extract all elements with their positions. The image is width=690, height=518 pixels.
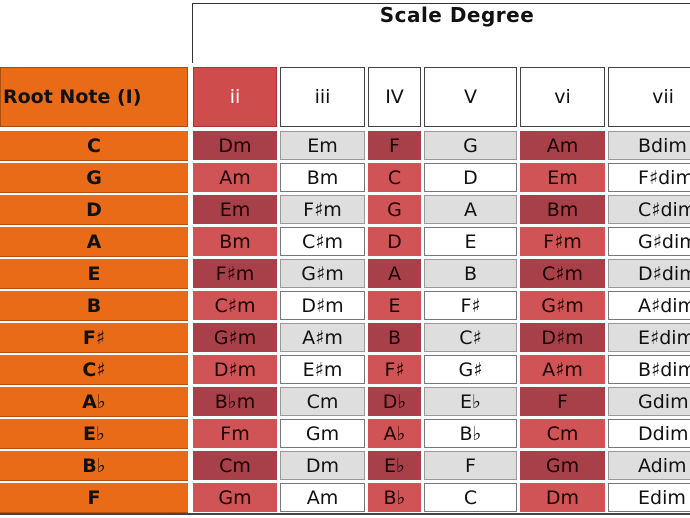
chord-cell: B♭ [424,419,517,448]
degree-header-1: iii [280,67,365,127]
chord-cell: Fm [193,419,277,448]
table-bottom-rule [0,513,690,515]
chord-cell: A [368,259,421,288]
chord-cell: F [520,387,605,416]
chord-cell: Cm [193,451,277,480]
root-note-cell: E [0,259,188,289]
root-note-cell: B♭ [0,451,188,481]
chord-cell: A [424,195,517,224]
chord-cell: D♯dim [608,259,690,288]
chord-cell: Cm [520,419,605,448]
chord-cell: A♯m [520,355,605,384]
chord-cell: Edim [608,483,690,512]
chord-cell: B [424,259,517,288]
chord-cell: A♯m [280,323,365,352]
chord-cell: Ddim [608,419,690,448]
root-note-cell: D [0,195,188,225]
chord-cell: C♯dim [608,195,690,224]
chord-cell: G [424,131,517,160]
chord-cell: Adim [608,451,690,480]
chord-cell: F♯m [193,259,277,288]
chord-cell: F♯dim [608,163,690,192]
chord-cell: F♯ [424,291,517,320]
root-note-cell: G [0,163,188,193]
chord-cell: E♭ [368,451,421,480]
chord-cell: G♯m [193,323,277,352]
chord-cell: E [368,291,421,320]
degree-header-5: vii [608,67,690,127]
chord-cell: G♯m [520,291,605,320]
degree-header-3: V [424,67,517,127]
chord-cell: A♭ [368,419,421,448]
chord-cell: C♯m [520,259,605,288]
chord-cell: Am [193,163,277,192]
chord-cell: Bm [280,163,365,192]
chord-cell: G♯ [424,355,517,384]
root-note-cell: A [0,227,188,257]
root-note-cell: C [0,131,188,161]
chord-cell: Bm [193,227,277,256]
chord-cell: E♭ [424,387,517,416]
chord-cell: D♭ [368,387,421,416]
chord-cell: Em [520,163,605,192]
degree-header-0: ii [193,67,277,127]
chord-cell: Gdim [608,387,690,416]
chord-cell: F♯ [368,355,421,384]
chord-cell: Em [193,195,277,224]
chord-cell: C♯m [280,227,365,256]
chord-cell: Gm [520,451,605,480]
scale-degree-header-box [192,3,690,63]
chord-cell: F♯m [280,195,365,224]
degree-header-2: IV [368,67,421,127]
chord-cell: F♯m [520,227,605,256]
scale-degree-title: Scale Degree [379,3,535,27]
chord-cell: A♯dim [608,291,690,320]
chord-cell: Dm [280,451,365,480]
chord-cell: C [424,483,517,512]
chord-cell: B [368,323,421,352]
chord-cell: Bdim [608,131,690,160]
chord-cell: B♭m [193,387,277,416]
root-note-cell: A♭ [0,387,188,417]
chord-cell: E [424,227,517,256]
root-note-cell: F [0,483,188,513]
chord-cell: F [424,451,517,480]
root-note-cell: F♯ [0,323,188,353]
chord-cell: C♯ [424,323,517,352]
chord-cell: D♯m [280,291,365,320]
chord-cell: Am [280,483,365,512]
chord-cell: B♭ [368,483,421,512]
chord-cell: Am [520,131,605,160]
chord-cell: Cm [280,387,365,416]
chord-cell: C♯m [193,291,277,320]
root-note-cell: E♭ [0,419,188,449]
chord-cell: C [368,163,421,192]
chord-cell: D♯m [520,323,605,352]
chord-cell: Dm [193,131,277,160]
chord-cell: Gm [280,419,365,448]
chord-cell: E♯dim [608,323,690,352]
root-note-cell: B [0,291,188,321]
chord-cell: B♯dim [608,355,690,384]
chord-cell: F [368,131,421,160]
chord-cell: D [368,227,421,256]
chord-cell: G♯m [280,259,365,288]
chord-cell: Bm [520,195,605,224]
chord-cell: Em [280,131,365,160]
chord-cell: G [368,195,421,224]
chord-cell: G♯dim [608,227,690,256]
chord-cell: D [424,163,517,192]
root-note-cell: C♯ [0,355,188,385]
root-note-header: Root Note (I) [0,67,188,127]
chord-cell: E♯m [280,355,365,384]
chord-cell: Dm [520,483,605,512]
chord-cell: D♯m [193,355,277,384]
degree-header-4: vi [520,67,605,127]
chord-cell: Gm [193,483,277,512]
